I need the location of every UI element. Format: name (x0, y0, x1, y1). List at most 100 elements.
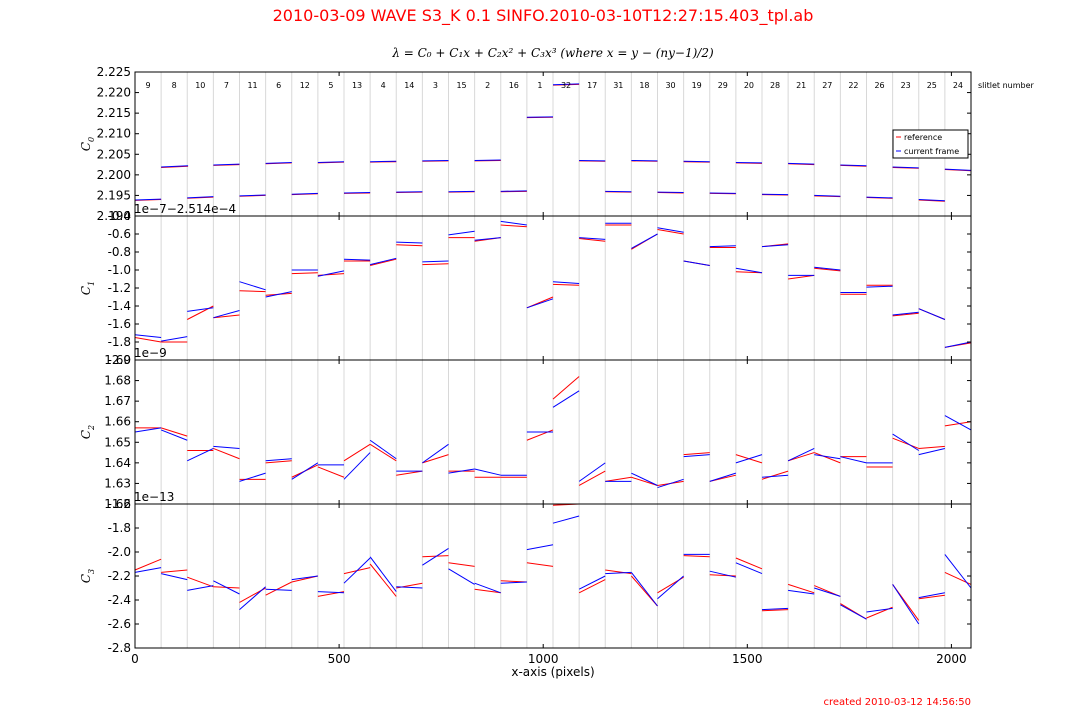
formula-text: λ = C₀ + C₁x + C₂x² + C₃x³ (where x = y … (391, 46, 714, 60)
current-segment (161, 573, 188, 581)
slitlet-number: 22 (848, 81, 858, 90)
reference-segment (422, 454, 449, 464)
y-tick-label: 1.66 (104, 415, 131, 429)
reference-segment (735, 271, 763, 274)
reference-segment (500, 224, 527, 228)
y-tick-label: 1.68 (104, 374, 131, 388)
y-tick-label: -1.8 (108, 521, 131, 535)
current-segment (814, 194, 841, 197)
x-axis: 0 500 1000 1500 2000 (131, 652, 967, 666)
x-tick-label: 1500 (732, 652, 763, 666)
x-axis-label: x-axis (pixels) (511, 665, 594, 679)
reference-segment (161, 569, 188, 573)
current-segment (918, 199, 945, 202)
current-segment (788, 162, 815, 165)
reference-segment (317, 466, 345, 478)
current-segment (134, 427, 162, 433)
current-segment (396, 241, 423, 244)
slitlet-number: 25 (927, 81, 937, 90)
slitlet-number: 21 (796, 81, 806, 90)
reference-segment (343, 443, 371, 462)
legend: reference current frame (892, 129, 969, 159)
current-segment (578, 575, 606, 590)
slitlet-number: 3 (433, 81, 438, 90)
slitlet-number: 5 (328, 81, 333, 90)
slitlet-number: 15 (456, 81, 466, 90)
reference-segment (578, 470, 606, 486)
reference-segment (683, 452, 710, 456)
current-segment (160, 429, 188, 441)
slitlet-number: 20 (744, 81, 754, 90)
figure-title: 2010-03-09 WAVE S3_K 0.1 SINFO.2010-03-1… (273, 6, 814, 26)
x-tick-label: 1000 (528, 652, 559, 666)
current-segment (735, 267, 763, 274)
current-segment (474, 237, 501, 241)
current-segment (761, 244, 789, 248)
y-tick-label: 1.65 (104, 435, 131, 449)
reference-segment (918, 445, 945, 449)
current-segment (422, 260, 449, 263)
current-segment (187, 196, 214, 199)
current-segment (709, 570, 736, 578)
reference-segment (422, 263, 449, 266)
reference-segment (787, 583, 815, 594)
slitlet-number: 31 (613, 81, 623, 90)
slitlet-number: 10 (195, 81, 205, 90)
current-segment (291, 575, 318, 581)
y-tick-label: -2.6 (108, 617, 131, 631)
y-tick-label: -0.8 (108, 245, 131, 259)
y-tick-label: 2.210 (97, 127, 131, 141)
legend-entry: reference (904, 133, 942, 142)
current-segment (422, 443, 449, 464)
reference-segment (761, 470, 789, 480)
reference-segment (474, 588, 501, 594)
reference-segment (631, 476, 658, 486)
panel-c3: -2.8 -2.6 -2.4 -2.2 -2.0 -1.8 -1.6 1e−13 C3 (79, 490, 972, 655)
current-segment (370, 257, 397, 266)
current-segment (213, 163, 240, 166)
reference-segment (213, 314, 240, 319)
reference-segment (134, 558, 162, 571)
slitlet-number: 2 (485, 81, 490, 90)
current-segment (213, 580, 240, 595)
current-segment (343, 258, 371, 261)
y-axis-label-main: C (79, 430, 93, 439)
current-segment (683, 454, 710, 458)
current-segment (631, 233, 658, 249)
current-segment (892, 584, 920, 625)
current-segment (265, 291, 292, 298)
current-segment (788, 589, 815, 595)
current-segment (552, 515, 580, 524)
current-segment (683, 260, 710, 266)
current-segment (657, 478, 684, 489)
current-segment (187, 448, 214, 462)
current-segment (814, 266, 841, 271)
y-tick-label: 1.63 (104, 476, 131, 490)
current-segment (814, 587, 841, 597)
slitlet-number: 29 (718, 81, 728, 90)
current-segment (396, 586, 423, 589)
current-segment (709, 472, 737, 482)
current-segment (213, 310, 240, 319)
current-segment (918, 447, 945, 456)
y-tick-label: -0.6 (108, 227, 131, 241)
y-tick-label: -2.4 (108, 593, 131, 607)
current-segment (369, 439, 397, 460)
current-segment (239, 281, 266, 291)
current-segment (866, 607, 893, 613)
current-segment (213, 445, 240, 449)
slitlet-number: 6 (276, 81, 281, 90)
reference-segment (526, 429, 554, 441)
y-tick-label: 2.190 (97, 209, 131, 223)
slitlet-number: 7 (224, 81, 229, 90)
reference-segment (213, 447, 240, 460)
current-segment (526, 544, 554, 551)
x-tick-label: 500 (328, 652, 351, 666)
current-segment (840, 456, 867, 464)
current-segment (134, 198, 162, 201)
current-segment (291, 192, 318, 195)
current-segment (448, 230, 475, 236)
current-segment (657, 575, 684, 600)
y-axis-label: C3 (79, 569, 96, 583)
reference-segment (788, 274, 815, 280)
